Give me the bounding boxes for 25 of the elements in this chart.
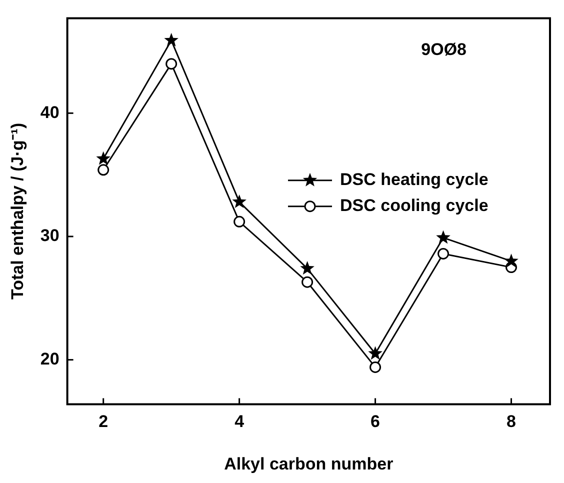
point	[368, 346, 382, 360]
point	[96, 151, 110, 165]
y-tick-label: 40	[40, 102, 60, 122]
y-axis-title: Total enthalpy / (J·g⁻¹)	[8, 122, 27, 300]
legend-label: DSC cooling cycle	[340, 196, 488, 216]
annotation: 9OØ8	[421, 40, 466, 59]
point	[438, 248, 450, 260]
legend-label: DSC heating cycle	[340, 170, 488, 190]
point	[232, 194, 246, 208]
y-tick-label: 30	[40, 226, 60, 246]
point	[302, 276, 314, 288]
x-tick-label: 2	[98, 412, 108, 432]
x-tick-label: 8	[506, 412, 516, 432]
y-tick-label: 20	[40, 349, 60, 368]
point	[370, 361, 382, 373]
point	[98, 164, 110, 176]
x-tick-label: 4	[234, 412, 245, 432]
point	[436, 230, 450, 244]
x-tick-label: 6	[370, 412, 380, 432]
point	[166, 58, 178, 70]
x-axis-title: Alkyl carbon number	[224, 454, 394, 474]
point	[504, 254, 518, 268]
point	[164, 32, 178, 46]
point	[300, 261, 314, 275]
point	[234, 216, 246, 228]
